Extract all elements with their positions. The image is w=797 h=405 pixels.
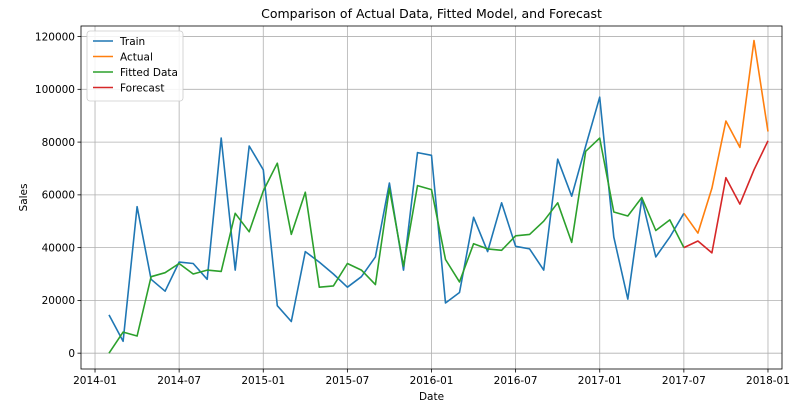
y-axis-title: Sales (18, 184, 30, 212)
x-tick-label: 2014-01 (73, 375, 117, 387)
x-tick-label: 2016-01 (410, 375, 454, 387)
x-tick-label: 2017-07 (662, 375, 706, 387)
chart-title: Comparison of Actual Data, Fitted Model,… (261, 6, 602, 21)
y-tick-label: 100000 (35, 84, 75, 96)
y-tick-label: 120000 (35, 31, 75, 43)
y-tick-label: 60000 (42, 190, 75, 202)
legend: Train Actual Fitted Data Forecast (86, 30, 184, 102)
series-layer (108, 39, 769, 354)
y-tick-label: 0 (68, 348, 75, 360)
legend-label-actual: Actual (120, 51, 153, 63)
series-line-forecast (683, 140, 769, 254)
x-tick-label: 2018-01 (746, 375, 790, 387)
x-tick-label: 2017-01 (578, 375, 622, 387)
legend-label-fitted-data: Fitted Data (120, 67, 178, 79)
grid (81, 26, 782, 369)
x-tick-label: 2015-07 (325, 375, 369, 387)
series-line-fitted-data (108, 137, 685, 354)
legend-label-train: Train (119, 36, 145, 48)
x-axis-title: Date (419, 391, 444, 403)
y-tick-label: 40000 (42, 242, 75, 254)
y-tick-label: 20000 (42, 295, 75, 307)
ticks: 2014-01 2014-07 2015-01 2015-07 2016-01 2016-… (35, 31, 790, 387)
x-tick-label: 2015-01 (241, 375, 285, 387)
y-tick-label: 80000 (42, 137, 75, 149)
x-tick-label: 2016-07 (494, 375, 538, 387)
series-line-actual (683, 39, 769, 234)
x-tick-label: 2014-07 (157, 375, 201, 387)
legend-label-forecast: Forecast (120, 82, 164, 94)
legend-box (86, 30, 184, 102)
